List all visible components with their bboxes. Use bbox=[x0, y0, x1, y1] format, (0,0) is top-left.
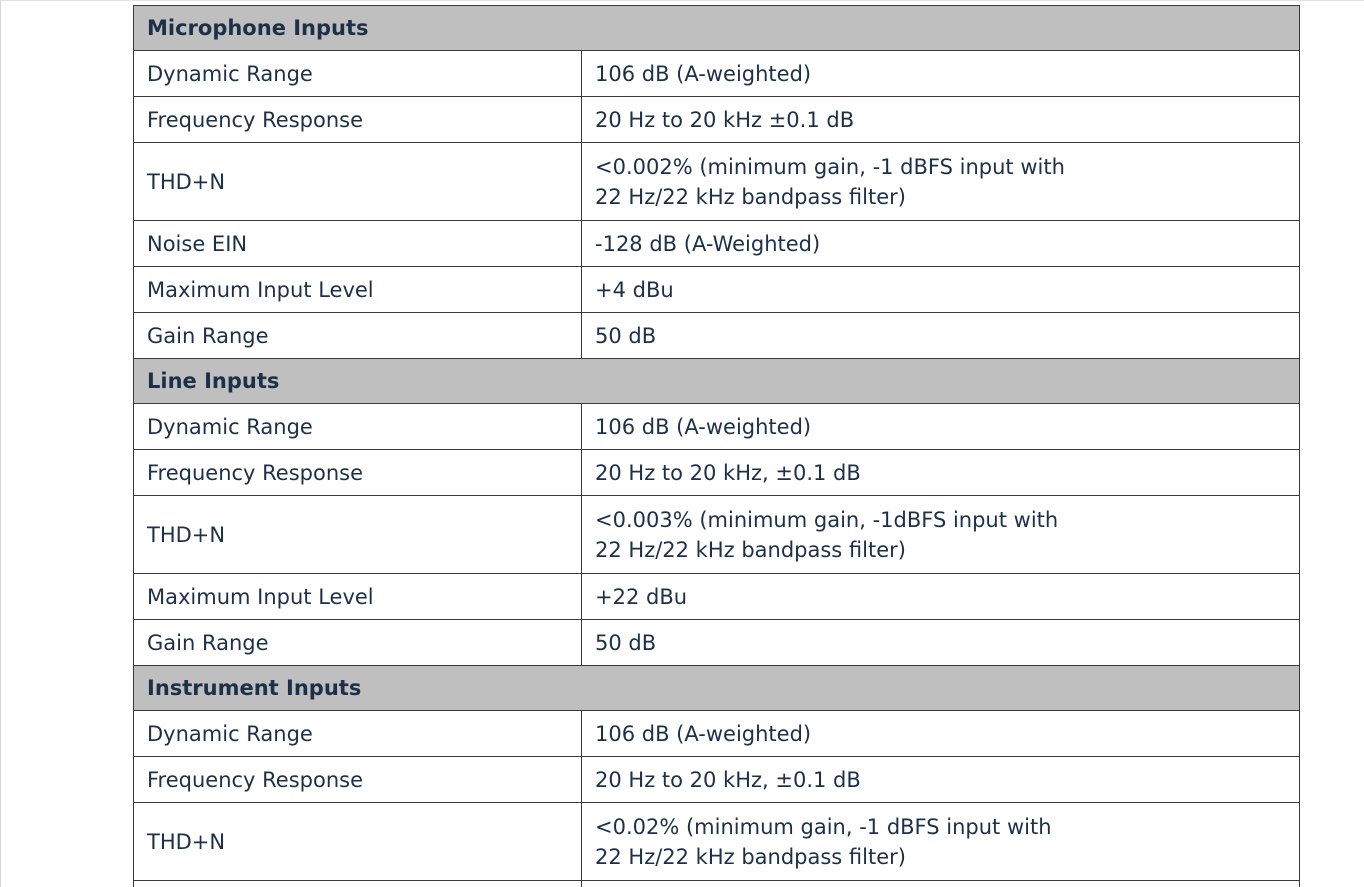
spec-value: 106 dB (A-weighted) bbox=[581, 50, 1300, 97]
spec-value: 50 dB bbox=[581, 619, 1300, 666]
spec-value: <0.02% (minimum gain, -1 dBFS input with bbox=[595, 814, 1052, 839]
spec-label: Frequency Response bbox=[133, 449, 582, 496]
section-title: Microphone Inputs bbox=[133, 5, 1300, 51]
table-row: Frequency Response 20 Hz to 20 kHz ±0.1 … bbox=[133, 96, 1300, 143]
table-row: Maximum Input Level +22 dBu bbox=[133, 573, 1300, 620]
spec-label: Dynamic Range bbox=[133, 403, 582, 450]
section-header-line-inputs: Line Inputs bbox=[133, 358, 1300, 404]
spec-value: +22 dBu bbox=[581, 573, 1300, 620]
spec-value-continued: 22 Hz/22 kHz bandpass filter) bbox=[595, 537, 906, 562]
spec-label bbox=[133, 880, 582, 887]
table-row bbox=[133, 880, 1300, 887]
table-row: Frequency Response 20 Hz to 20 kHz, ±0.1… bbox=[133, 756, 1300, 803]
spec-label: Frequency Response bbox=[133, 96, 582, 143]
spec-label: Noise EIN bbox=[133, 220, 582, 267]
spec-value: 50 dB bbox=[581, 312, 1300, 359]
spec-value-cell: <0.02% (minimum gain, -1 dBFS input with… bbox=[581, 802, 1300, 881]
spec-value: +4 dBu bbox=[581, 266, 1300, 313]
section-title: Instrument Inputs bbox=[133, 665, 1300, 711]
spec-value: 20 Hz to 20 kHz, ±0.1 dB bbox=[581, 756, 1300, 803]
table-row: Noise EIN -128 dB (A-Weighted) bbox=[133, 220, 1300, 267]
table-row: THD+N <0.003% (minimum gain, -1dBFS inpu… bbox=[133, 495, 1300, 574]
section-title: Line Inputs bbox=[133, 358, 1300, 404]
table-row: Maximum Input Level +4 dBu bbox=[133, 266, 1300, 313]
table-row: Dynamic Range 106 dB (A-weighted) bbox=[133, 50, 1300, 97]
spec-label: Maximum Input Level bbox=[133, 573, 582, 620]
table-row: THD+N <0.02% (minimum gain, -1 dBFS inpu… bbox=[133, 802, 1300, 881]
spec-label: Gain Range bbox=[133, 619, 582, 666]
spec-value: 106 dB (A-weighted) bbox=[581, 710, 1300, 757]
spec-value: 20 Hz to 20 kHz ±0.1 dB bbox=[581, 96, 1300, 143]
spec-table: Microphone Inputs Dynamic Range 106 dB (… bbox=[133, 5, 1300, 887]
spec-value-continued: 22 Hz/22 kHz bandpass filter) bbox=[595, 184, 906, 209]
table-row: Frequency Response 20 Hz to 20 kHz, ±0.1… bbox=[133, 449, 1300, 496]
spec-value: <0.002% (minimum gain, -1 dBFS input wit… bbox=[595, 154, 1065, 179]
spec-label: Frequency Response bbox=[133, 756, 582, 803]
spec-label: Gain Range bbox=[133, 312, 582, 359]
spec-value bbox=[581, 880, 1300, 887]
spec-value: <0.003% (minimum gain, -1dBFS input with bbox=[595, 507, 1059, 532]
spec-value: 106 dB (A-weighted) bbox=[581, 403, 1300, 450]
spec-value-cell: <0.003% (minimum gain, -1dBFS input with… bbox=[581, 495, 1300, 574]
spec-label: THD+N bbox=[133, 802, 582, 881]
table-row: Dynamic Range 106 dB (A-weighted) bbox=[133, 710, 1300, 757]
spec-label: Dynamic Range bbox=[133, 50, 582, 97]
spec-label: THD+N bbox=[133, 142, 582, 221]
section-header-microphone-inputs: Microphone Inputs bbox=[133, 5, 1300, 51]
spec-label: Dynamic Range bbox=[133, 710, 582, 757]
spec-value-continued: 22 Hz/22 kHz bandpass filter) bbox=[595, 844, 906, 869]
spec-value: -128 dB (A-Weighted) bbox=[581, 220, 1300, 267]
spec-value-cell: <0.002% (minimum gain, -1 dBFS input wit… bbox=[581, 142, 1300, 221]
table-row: Gain Range 50 dB bbox=[133, 312, 1300, 359]
spec-value: 20 Hz to 20 kHz, ±0.1 dB bbox=[581, 449, 1300, 496]
table-row: THD+N <0.002% (minimum gain, -1 dBFS inp… bbox=[133, 142, 1300, 221]
section-header-instrument-inputs: Instrument Inputs bbox=[133, 665, 1300, 711]
spec-label: Maximum Input Level bbox=[133, 266, 582, 313]
table-row: Dynamic Range 106 dB (A-weighted) bbox=[133, 403, 1300, 450]
table-row: Gain Range 50 dB bbox=[133, 619, 1300, 666]
spec-label: THD+N bbox=[133, 495, 582, 574]
